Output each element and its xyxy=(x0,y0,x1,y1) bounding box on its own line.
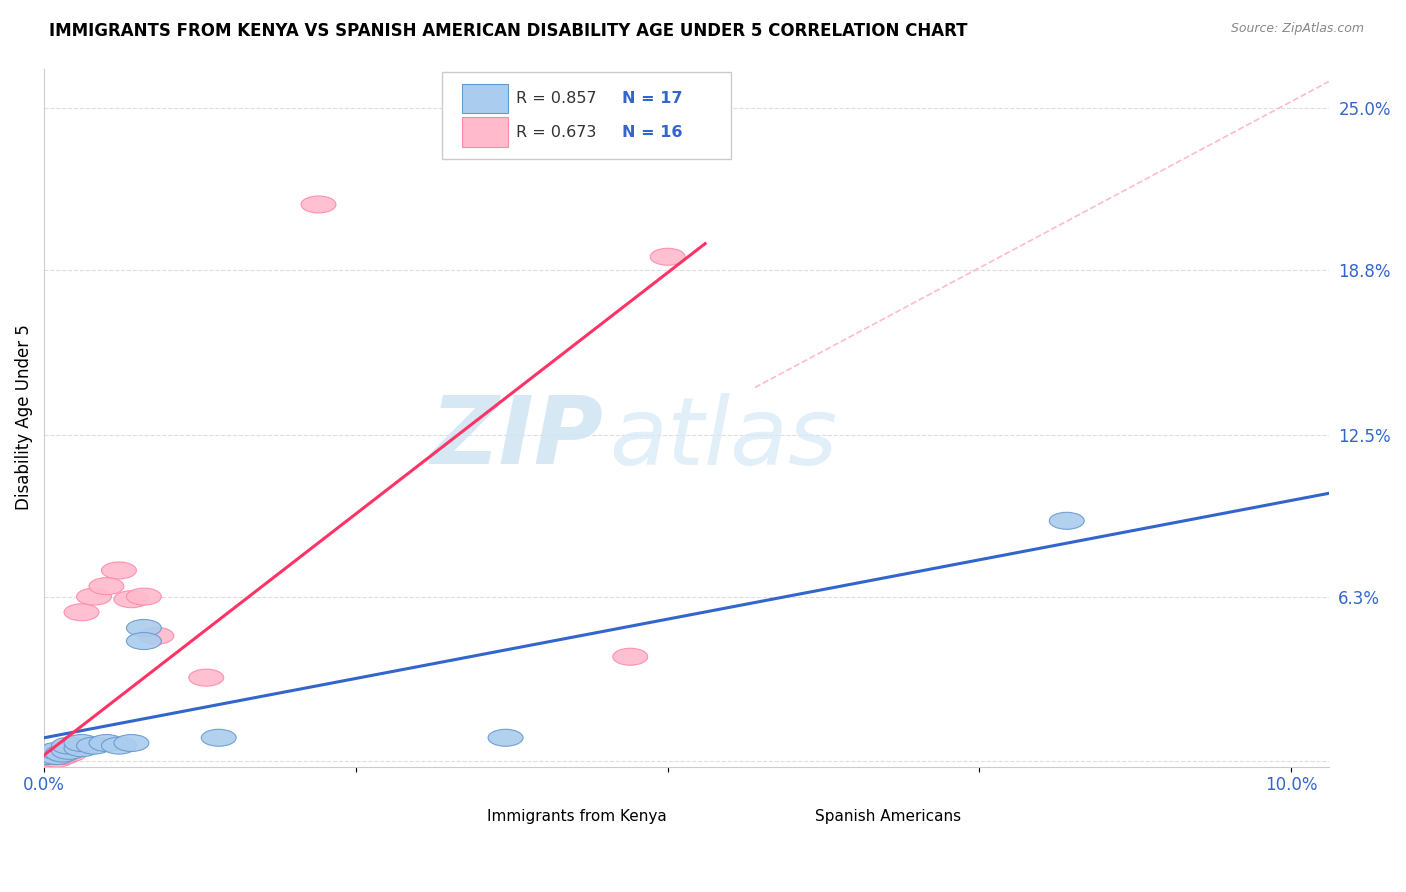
Text: Source: ZipAtlas.com: Source: ZipAtlas.com xyxy=(1230,22,1364,36)
Ellipse shape xyxy=(613,648,648,665)
Text: N = 17: N = 17 xyxy=(621,91,683,106)
Ellipse shape xyxy=(127,588,162,605)
Ellipse shape xyxy=(52,737,87,754)
FancyBboxPatch shape xyxy=(461,84,508,113)
Ellipse shape xyxy=(65,739,98,756)
Ellipse shape xyxy=(101,562,136,579)
Text: ZIP: ZIP xyxy=(430,392,603,484)
Ellipse shape xyxy=(139,627,174,644)
Ellipse shape xyxy=(650,248,685,265)
Text: N = 16: N = 16 xyxy=(621,125,683,139)
Ellipse shape xyxy=(89,734,124,751)
Text: R = 0.673: R = 0.673 xyxy=(516,125,596,139)
Ellipse shape xyxy=(127,632,162,649)
Text: Immigrants from Kenya: Immigrants from Kenya xyxy=(488,809,666,824)
Ellipse shape xyxy=(76,737,111,754)
Ellipse shape xyxy=(30,747,65,764)
Ellipse shape xyxy=(32,747,67,764)
Ellipse shape xyxy=(52,745,87,762)
Ellipse shape xyxy=(32,745,67,762)
Ellipse shape xyxy=(201,730,236,747)
Text: atlas: atlas xyxy=(609,393,838,484)
Text: IMMIGRANTS FROM KENYA VS SPANISH AMERICAN DISABILITY AGE UNDER 5 CORRELATION CHA: IMMIGRANTS FROM KENYA VS SPANISH AMERICA… xyxy=(49,22,967,40)
Ellipse shape xyxy=(188,669,224,686)
Ellipse shape xyxy=(39,742,75,759)
FancyBboxPatch shape xyxy=(440,805,481,830)
Ellipse shape xyxy=(301,196,336,213)
Ellipse shape xyxy=(28,750,63,767)
FancyBboxPatch shape xyxy=(461,118,508,146)
FancyBboxPatch shape xyxy=(443,72,731,160)
Ellipse shape xyxy=(52,742,87,759)
Ellipse shape xyxy=(76,588,111,605)
Ellipse shape xyxy=(127,619,162,637)
Ellipse shape xyxy=(488,730,523,747)
Ellipse shape xyxy=(65,734,98,751)
Ellipse shape xyxy=(39,750,75,767)
Ellipse shape xyxy=(39,747,75,764)
Ellipse shape xyxy=(45,747,80,764)
Ellipse shape xyxy=(114,734,149,751)
Ellipse shape xyxy=(101,737,136,754)
Text: R = 0.857: R = 0.857 xyxy=(516,91,596,106)
Ellipse shape xyxy=(1049,512,1084,529)
Y-axis label: Disability Age Under 5: Disability Age Under 5 xyxy=(15,325,32,510)
Text: Spanish Americans: Spanish Americans xyxy=(815,809,960,824)
Ellipse shape xyxy=(89,578,124,595)
Ellipse shape xyxy=(65,604,98,621)
Ellipse shape xyxy=(45,745,80,762)
Ellipse shape xyxy=(114,591,149,607)
FancyBboxPatch shape xyxy=(768,805,808,830)
